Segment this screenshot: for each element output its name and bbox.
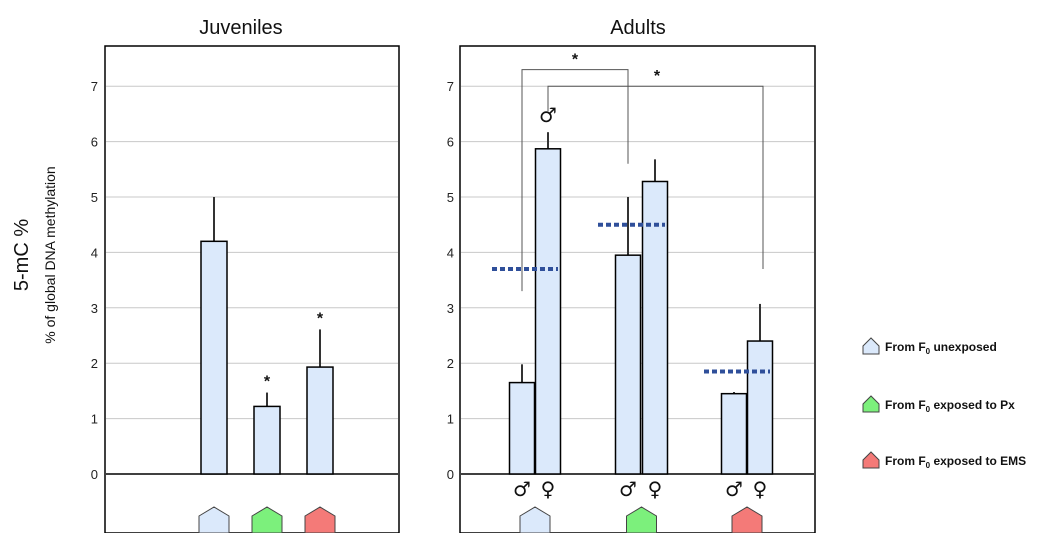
- y-axis-sublabel: % of global DNA methylation: [42, 166, 58, 343]
- juveniles-y-tick-label: 3: [91, 301, 98, 316]
- juveniles-1-significance-star: *: [264, 374, 271, 391]
- adults-bracket-2-star: *: [654, 68, 661, 85]
- adults-bracket-2: [547, 85, 764, 270]
- juveniles-y-tick-label: 4: [91, 245, 98, 260]
- adults-y-tick-label: 4: [447, 245, 454, 260]
- juveniles-1-bar: [253, 405, 281, 475]
- legend-swatch-px: [862, 395, 880, 413]
- legend-item-unexposed: From F0 unexposed: [862, 337, 997, 356]
- adults-y-tick-label: 6: [447, 135, 454, 150]
- juveniles-title: Juveniles: [199, 17, 282, 39]
- adults-y-tick-label: 7: [447, 79, 454, 94]
- adults-1-male-symbol: ♂: [619, 477, 637, 501]
- adults-1-male-bar: [614, 254, 642, 475]
- legend-label-ems: From F0 exposed to EMS: [885, 454, 1026, 470]
- adults-bracket-1: [521, 69, 629, 292]
- adults-y-tick-label: 0: [447, 467, 454, 482]
- adults-2-male-symbol: ♂: [725, 477, 743, 501]
- juveniles-2-significance-star: *: [317, 310, 324, 327]
- adults-y-tick-label: 1: [447, 412, 454, 427]
- juveniles-group-marker-1: [251, 506, 283, 533]
- legend-swatch-ems: [862, 451, 880, 469]
- juveniles-y-tick-label: 0: [91, 467, 98, 482]
- juveniles-group-marker-2: [304, 506, 336, 533]
- adults-2-female-symbol: ♀: [753, 477, 768, 501]
- adults-y-tick-label: 5: [447, 190, 454, 205]
- juveniles-y-tick-label: 6: [91, 135, 98, 150]
- legend-item-ems: From F0 exposed to EMS: [862, 451, 1026, 470]
- adults-y-tick-label: 3: [447, 301, 454, 316]
- adults-2-male-bar: [720, 392, 748, 475]
- adults-bar-label: ♂: [539, 103, 557, 127]
- juveniles-plot-frame: [104, 45, 400, 533]
- y-axis-label: 5-mC %: [11, 219, 33, 291]
- juveniles-y-tick-label: 2: [91, 356, 98, 371]
- adults-0-female-bar: [534, 148, 562, 475]
- legend-item-px: From F0 exposed to Px: [862, 395, 1015, 414]
- adults-y-tick-label: 2: [447, 356, 454, 371]
- adults-0-male-bar: [508, 381, 536, 475]
- adults-group-marker-1: [626, 506, 657, 533]
- adults-plot: 0 1 2 3 4 5 6 7 ♂ ♀ ♂ ♀ ♂ ♀ ♂ * *: [447, 52, 814, 533]
- juveniles-y-tick-label: 7: [91, 79, 98, 94]
- adults-group-marker-2: [731, 506, 763, 533]
- adults-plot-frame: [459, 45, 816, 533]
- legend-label-unexposed: From F0 unexposed: [885, 340, 997, 356]
- adults-bracket-1-star: *: [572, 52, 579, 69]
- legend-swatch-unexposed: [862, 337, 880, 355]
- juveniles-2-bar: [306, 366, 334, 475]
- juveniles-0-bar: [200, 240, 228, 475]
- adults-title: Adults: [610, 17, 666, 39]
- adults-2-female-bar: [746, 340, 774, 475]
- adults-1-female-bar: [641, 180, 669, 475]
- adults-0-female-symbol: ♀: [541, 477, 556, 501]
- legend: From F0 unexposed From F0 exposed to Px …: [862, 337, 1026, 470]
- adults-1-female-symbol: ♀: [648, 477, 663, 501]
- juveniles-y-tick-label: 5: [91, 190, 98, 205]
- legend-label-px: From F0 exposed to Px: [885, 398, 1015, 414]
- adults-group-marker-0: [519, 506, 551, 533]
- juveniles-y-tick-label: 1: [91, 412, 98, 427]
- juveniles-plot: 0 1 2 3 4 5 6 7 * *: [91, 79, 398, 533]
- adults-0-male-symbol: ♂: [513, 477, 531, 501]
- juveniles-group-marker-0: [198, 506, 230, 533]
